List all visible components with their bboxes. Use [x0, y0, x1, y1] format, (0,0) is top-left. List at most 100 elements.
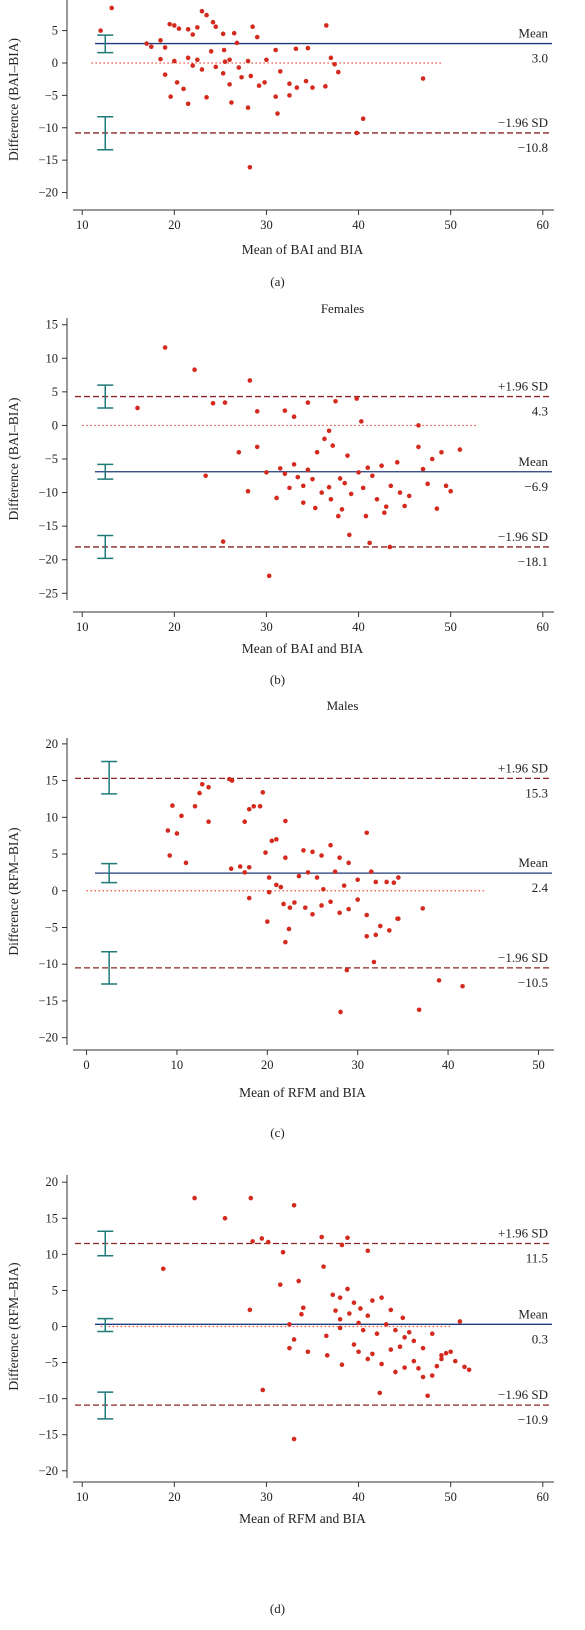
data-point — [228, 866, 234, 872]
data-point — [384, 879, 389, 885]
lower-line-label: −1.96 SD — [498, 529, 548, 544]
data-point — [245, 105, 251, 110]
data-point — [402, 1365, 407, 1370]
y-tick-label: −10 — [38, 486, 58, 500]
data-point — [262, 80, 267, 85]
data-point — [310, 911, 315, 917]
data-point — [283, 855, 288, 861]
y-axis-label: Difference (BAI–BIA) — [6, 38, 21, 161]
data-point — [203, 473, 208, 479]
data-point — [443, 1350, 449, 1356]
mean-line-label: Mean — [518, 454, 548, 469]
data-point — [220, 71, 226, 76]
x-tick-label: 60 — [537, 620, 550, 634]
y-tick-label: 10 — [46, 810, 59, 824]
data-point — [300, 483, 306, 489]
data-point — [254, 409, 260, 414]
y-tick-label: 5 — [52, 847, 58, 861]
data-point — [227, 57, 232, 63]
data-point — [234, 40, 240, 46]
data-point — [158, 38, 163, 43]
data-point — [197, 790, 202, 796]
data-point — [355, 877, 360, 883]
data-point — [457, 447, 463, 452]
data-point — [337, 1325, 343, 1331]
y-tick-label: 5 — [52, 385, 58, 399]
data-point — [247, 1307, 253, 1313]
data-point — [160, 1266, 166, 1272]
mean-line-label: Mean — [518, 26, 548, 41]
data-point — [448, 1349, 453, 1355]
data-point — [354, 130, 360, 136]
data-point — [360, 1327, 366, 1333]
data-point — [328, 55, 334, 61]
data-point — [319, 490, 325, 495]
data-point — [190, 63, 196, 68]
data-point — [204, 12, 209, 18]
data-point — [296, 873, 302, 879]
y-tick-label: 5 — [52, 1283, 58, 1297]
x-tick-label: 20 — [261, 1058, 274, 1072]
data-point — [324, 23, 329, 28]
data-point — [337, 910, 342, 916]
data-point — [170, 803, 175, 808]
data-point — [148, 44, 154, 50]
data-point — [332, 61, 337, 67]
data-point — [291, 414, 297, 419]
upper-line-value: 15.3 — [525, 785, 548, 800]
mean-line-label: Mean — [518, 1306, 548, 1321]
data-point — [314, 449, 320, 455]
data-point — [396, 875, 401, 880]
panel-b: −25 −20 −15 −10 −5 0 5 10 15 10 20 30 40 50 60 Females M… — [0, 300, 585, 700]
y-axis-label: Difference (RFM–BIA) — [6, 827, 21, 955]
data-point — [278, 884, 284, 890]
lower-line-label: −1.96 SD — [498, 950, 548, 965]
data-point — [275, 111, 280, 116]
data-point — [254, 444, 260, 450]
mean-line-value: 3.0 — [532, 51, 548, 66]
data-point — [411, 1338, 417, 1344]
data-point — [339, 507, 345, 512]
data-point — [328, 842, 333, 848]
data-point — [254, 34, 260, 40]
data-point — [300, 500, 306, 505]
data-point — [181, 86, 186, 92]
data-point — [185, 55, 191, 61]
data-point — [337, 855, 342, 861]
data-point — [328, 899, 333, 905]
data-point — [364, 830, 370, 836]
x-tick-label: 30 — [260, 218, 273, 232]
data-point — [167, 21, 173, 27]
x-tick-label: 30 — [260, 1490, 273, 1504]
data-point — [383, 504, 389, 509]
data-point — [330, 443, 336, 448]
y-tick-label: 0 — [52, 1320, 58, 1334]
data-point — [379, 1295, 384, 1300]
y-tick-label: 0 — [52, 418, 58, 432]
data-point — [335, 513, 341, 519]
x-axis-label: Mean of BAI and BIA — [242, 641, 364, 656]
data-point — [239, 74, 244, 80]
y-tick-label: 0 — [52, 56, 58, 70]
data-point — [269, 838, 275, 844]
data-point — [291, 1436, 297, 1442]
data-point — [319, 903, 324, 908]
data-point — [305, 467, 311, 473]
data-point — [347, 532, 352, 538]
data-point — [291, 1337, 297, 1342]
data-point — [397, 490, 403, 495]
data-point — [420, 1345, 426, 1351]
lower-line-value: −10.5 — [518, 975, 548, 990]
data-point — [356, 1320, 361, 1326]
data-point — [242, 870, 248, 875]
data-point — [162, 345, 168, 350]
chart-title: Males — [327, 700, 359, 713]
x-tick-label: 40 — [352, 218, 365, 232]
data-point — [314, 875, 320, 880]
data-point — [356, 1349, 361, 1355]
data-point — [274, 882, 279, 888]
data-point — [374, 1331, 380, 1337]
data-point — [373, 932, 379, 938]
data-point — [328, 496, 334, 502]
data-point — [259, 1236, 265, 1241]
